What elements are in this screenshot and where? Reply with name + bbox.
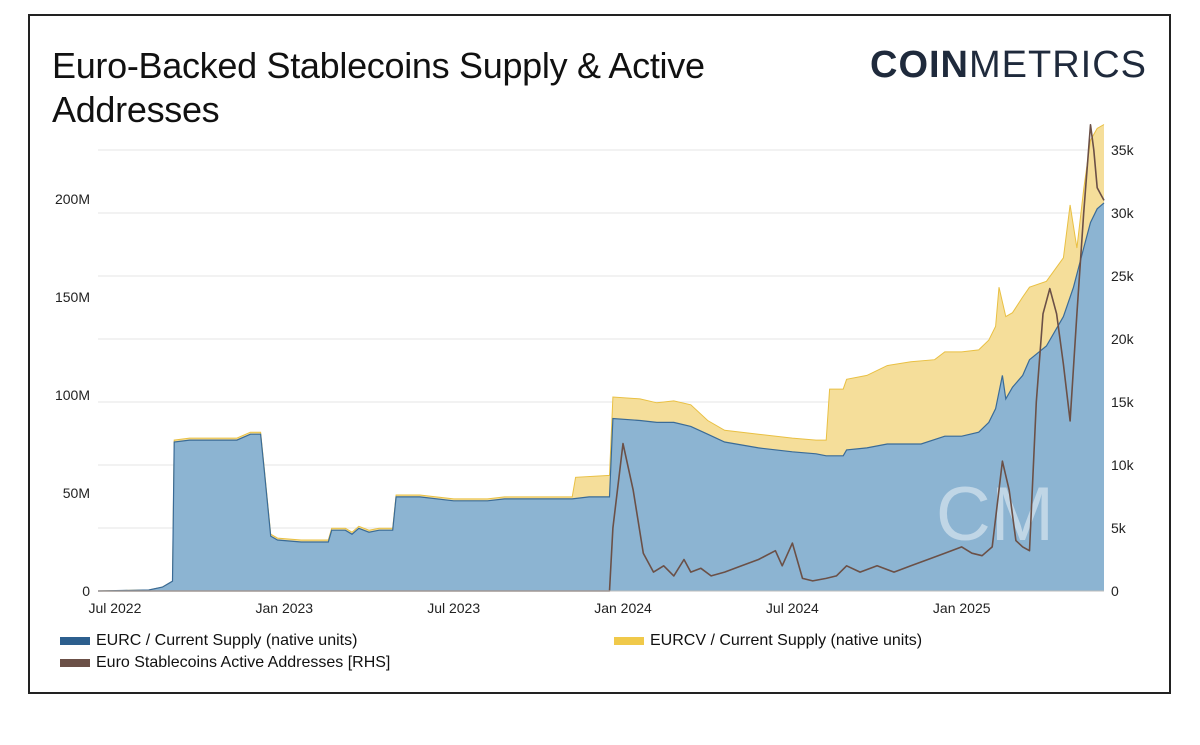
watermark-cm: CM <box>936 472 1054 557</box>
brand-logo-light: METRICS <box>969 44 1147 86</box>
legend-label-eurc: EURC / Current Supply (native units) <box>96 632 358 649</box>
legend-swatch-eurcv <box>614 637 644 645</box>
chart-title: Euro-Backed Stablecoins Supply & Active … <box>52 45 705 130</box>
y-right-tick-label: 0 <box>1111 583 1119 599</box>
y-left-tick-label: 150M <box>55 289 90 305</box>
y-right-tick-label: 30k <box>1111 205 1135 221</box>
legend-swatch-active-addresses <box>60 659 90 667</box>
line-eurc-supply <box>97 202 1105 592</box>
y-left-tick-label: 0 <box>82 583 90 599</box>
brand-logo-bold: COIN <box>870 44 969 86</box>
area-eurc-supply <box>98 202 1104 591</box>
legend-label-active-addresses: Euro Stablecoins Active Addresses [RHS] <box>96 654 391 671</box>
legend-item-eurcv: EURCV / Current Supply (native units) <box>614 632 922 650</box>
y-right-tick-label: 5k <box>1111 520 1127 536</box>
x-tick-label: Jan 2023 <box>255 600 313 616</box>
y-left-tick-label: 200M <box>55 191 90 207</box>
line-active-addresses <box>98 124 1105 592</box>
x-tick-label: Jul 2022 <box>88 600 141 616</box>
y-right-tick-label: 35k <box>1111 142 1135 158</box>
legend-swatch-eurc <box>60 637 90 645</box>
y-left-tick-label: 100M <box>55 387 90 403</box>
y-right-tick-label: 25k <box>1111 268 1135 284</box>
legend-item-eurc: EURC / Current Supply (native units) <box>60 632 357 650</box>
y-right-tick-label: 10k <box>1111 457 1135 473</box>
y-right-tick-label: 15k <box>1111 394 1135 410</box>
legend-item-active-addresses: Euro Stablecoins Active Addresses [RHS] <box>60 654 390 672</box>
x-tick-label: Jul 2023 <box>427 600 480 616</box>
x-tick-label: Jul 2024 <box>766 600 819 616</box>
x-tick-label: Jan 2025 <box>933 600 991 616</box>
legend-label-eurcv: EURCV / Current Supply (native units) <box>650 632 923 649</box>
y-left-tick-label: 50M <box>63 485 90 501</box>
y-right-tick-label: 20k <box>1111 331 1135 347</box>
x-tick-label: Jan 2024 <box>594 600 652 616</box>
brand-logo: COINMETRICS <box>870 44 1147 87</box>
